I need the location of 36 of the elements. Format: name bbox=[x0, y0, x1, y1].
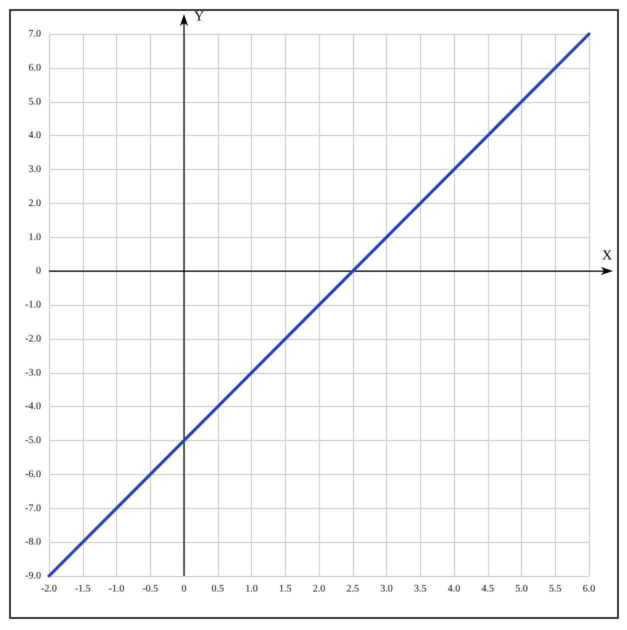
x-axis-title: X bbox=[602, 248, 612, 264]
x-tick-label: 3.0 bbox=[380, 584, 393, 594]
y-tick-label: -4.0 bbox=[25, 401, 41, 412]
y-tick-label: 7.0 bbox=[28, 28, 41, 40]
x-tick-label: -1.0 bbox=[108, 584, 124, 594]
x-tick-label: 6.0 bbox=[582, 584, 596, 594]
y-axis-title: Y bbox=[194, 10, 204, 24]
x-tick-label: 4.5 bbox=[482, 584, 494, 594]
x-tick-label: -0.5 bbox=[142, 584, 158, 594]
y-tick-label: 5.0 bbox=[28, 96, 41, 108]
x-tick-label: 3.5 bbox=[414, 584, 426, 594]
y-tick-label: 1.0 bbox=[28, 232, 41, 243]
x-tick-label: 2.0 bbox=[312, 584, 326, 594]
y-tick-label: -3.0 bbox=[25, 367, 41, 378]
x-tick-label: 2.5 bbox=[346, 584, 359, 594]
y-tick-label: -7.0 bbox=[25, 502, 41, 514]
y-tick-label: -9.0 bbox=[25, 570, 41, 582]
x-tick-label: 1.0 bbox=[245, 584, 258, 594]
y-tick-label: -5.0 bbox=[25, 435, 41, 446]
y-tick-label: 6.0 bbox=[28, 62, 41, 74]
x-tick-label: -2.0 bbox=[41, 584, 57, 594]
y-tick-label: 4.0 bbox=[28, 130, 41, 142]
x-tick-label: 4.0 bbox=[448, 584, 460, 594]
x-tick-label: 0.5 bbox=[212, 584, 224, 594]
y-tick-label: -2.0 bbox=[25, 333, 41, 344]
y-tick-label: -6.0 bbox=[25, 468, 41, 480]
y-tick-label: 0 bbox=[36, 266, 41, 277]
x-tick-label: 5.5 bbox=[549, 584, 562, 594]
x-tick-label: 1.5 bbox=[279, 584, 292, 594]
y-tick-label: 2.0 bbox=[28, 198, 41, 209]
x-tick-label: 5.0 bbox=[515, 584, 528, 594]
y-tick-label: -1.0 bbox=[25, 300, 41, 310]
y-tick-label: 3.0 bbox=[28, 164, 41, 175]
x-tick-label: -1.5 bbox=[74, 584, 91, 594]
y-tick-label: -8.0 bbox=[25, 536, 41, 548]
x-tick-label: 0 bbox=[182, 584, 186, 594]
